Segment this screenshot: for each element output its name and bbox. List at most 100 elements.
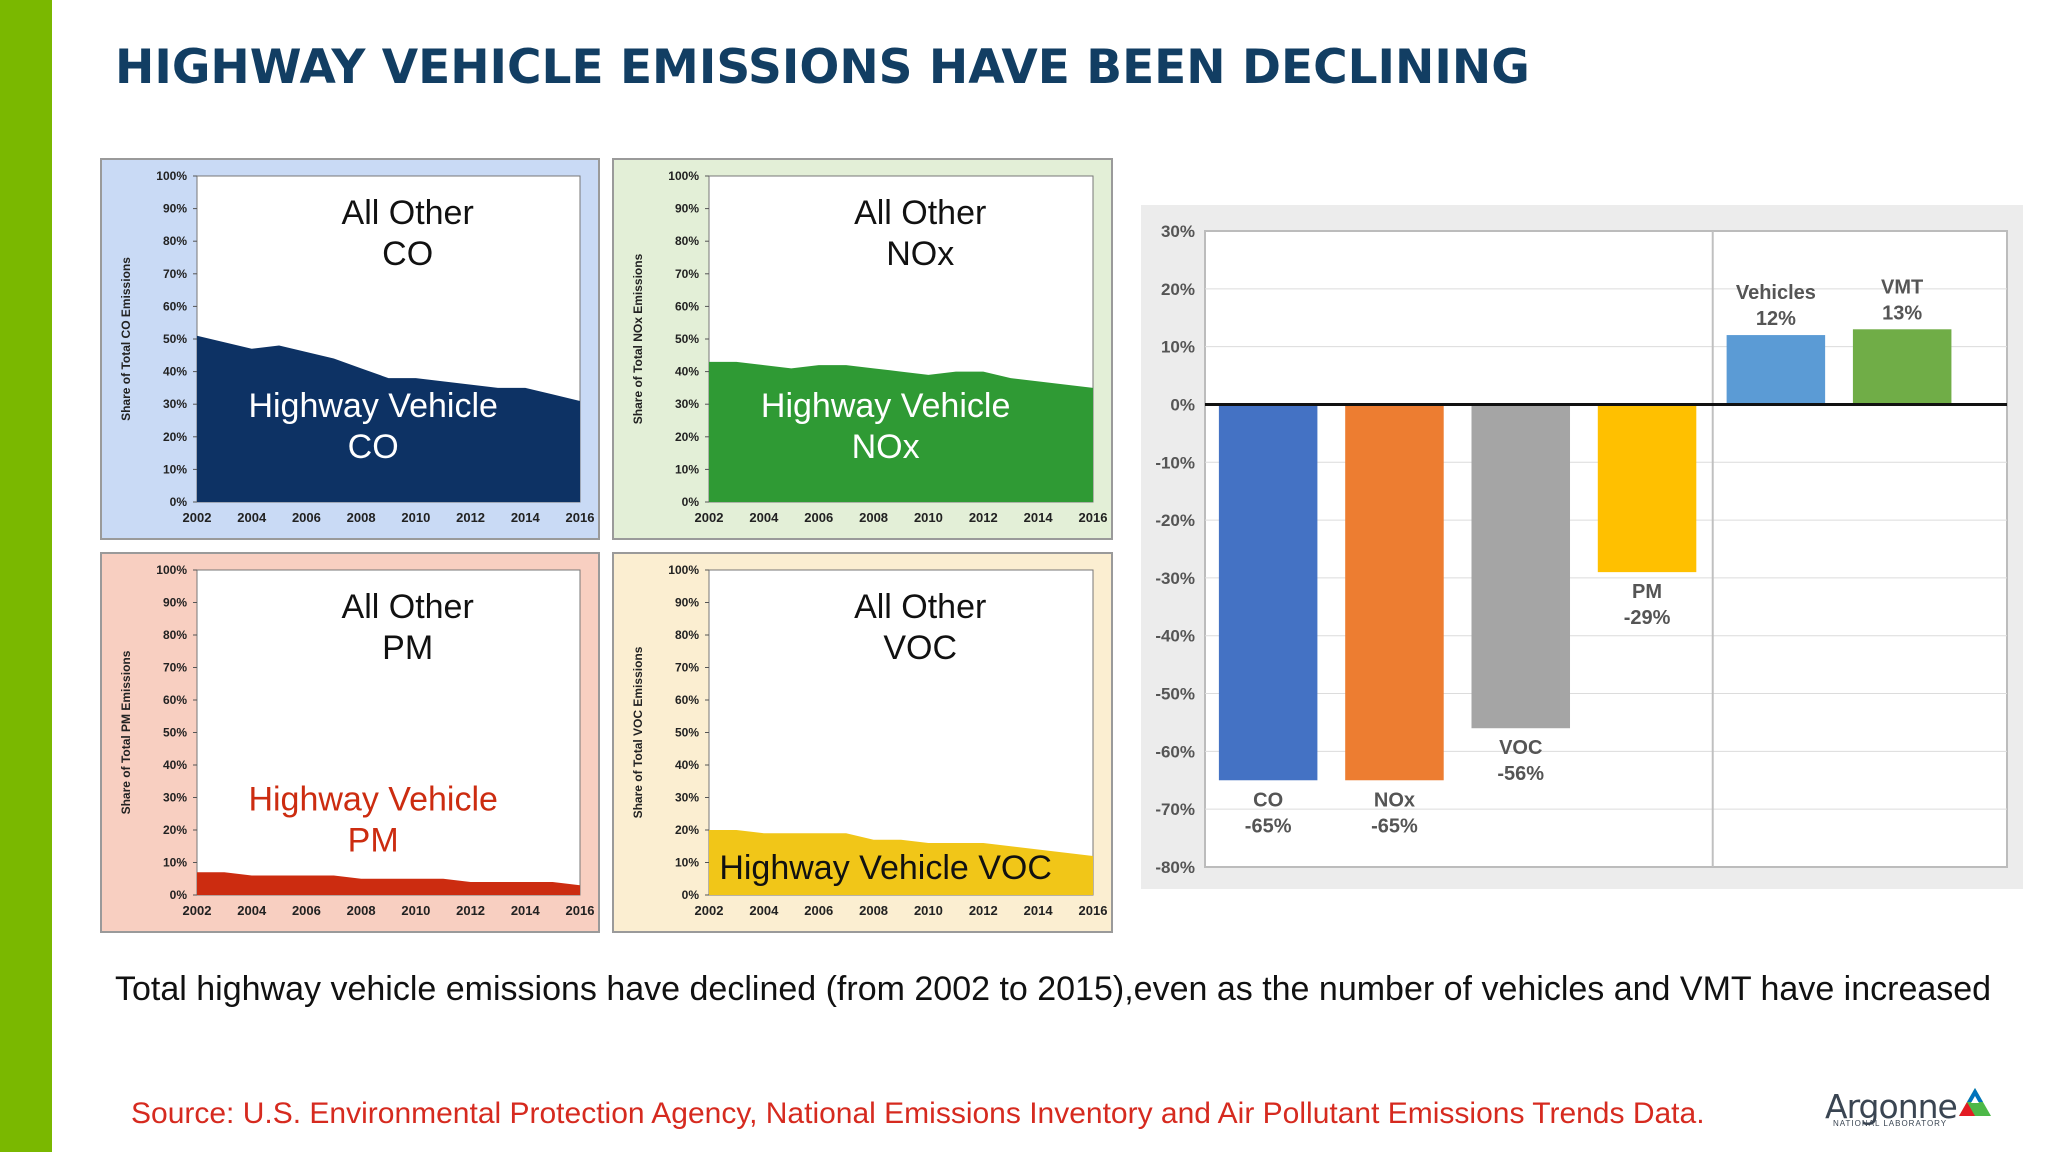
bar-co — [1218, 404, 1318, 781]
x-tick-label: 2002 — [695, 903, 724, 918]
y-tick-label: 20% — [163, 823, 187, 837]
bar-vehicles — [1726, 335, 1826, 405]
all-other-label: NOx — [886, 235, 954, 273]
x-tick-label: 2010 — [914, 510, 943, 525]
bar-value-label: -29% — [1624, 607, 1671, 629]
x-tick-label: 2014 — [511, 903, 541, 918]
y-axis-label: Share of Total PM Emissions — [119, 650, 133, 814]
x-tick-label: 2008 — [347, 510, 376, 525]
bar-category-label: NOx — [1374, 789, 1415, 811]
x-tick-label: 2014 — [1024, 903, 1054, 918]
y-tick-label: 90% — [675, 202, 699, 216]
x-tick-label: 2010 — [914, 903, 943, 918]
nox-share-panel: 0% 10% 20% 30% 40% 50% 60% 70% 80% 90% 100% 2002 200… — [612, 158, 1113, 540]
highway-vehicle-label: CO — [348, 428, 399, 466]
argonne-logo: Argonne NATIONAL LABORATORY — [1825, 1083, 1991, 1133]
y-tick-label: 10% — [675, 856, 699, 870]
y-tick-label: -80% — [1155, 858, 1195, 877]
y-tick-label: 10% — [163, 856, 187, 870]
all-other-label: All Other — [342, 588, 474, 626]
y-tick-label: 20% — [675, 823, 699, 837]
argonne-triangle-icon — [1959, 1088, 1991, 1116]
y-tick-label: 90% — [675, 596, 699, 610]
x-tick-label: 2006 — [292, 903, 321, 918]
y-tick-label: 70% — [163, 267, 187, 281]
highway-share-area — [709, 361, 1093, 502]
x-tick-label: 2012 — [456, 510, 485, 525]
y-tick-label: 0% — [682, 888, 700, 902]
x-tick-label: 2006 — [292, 510, 321, 525]
y-tick-label: 0% — [1170, 395, 1195, 414]
percent-change-chart: 30% 20% 10% 0% -10% -20% -30% -40% -50% -60% -70% -… — [1141, 205, 2023, 889]
bar-pm — [1597, 404, 1697, 573]
y-tick-label: 60% — [675, 693, 699, 707]
logo-subtitle: NATIONAL LABORATORY — [1833, 1119, 1948, 1128]
x-tick-label: 2010 — [401, 903, 430, 918]
accent-bar — [0, 0, 52, 1152]
bar-category-label: PM — [1632, 581, 1662, 603]
y-tick-label: 10% — [1161, 338, 1195, 357]
x-tick-label: 2002 — [695, 510, 724, 525]
y-tick-label: 50% — [163, 332, 187, 346]
x-tick-label: 2006 — [804, 510, 833, 525]
y-tick-label: 100% — [668, 169, 699, 183]
y-tick-label: 50% — [675, 726, 699, 740]
y-tick-label: 20% — [675, 430, 699, 444]
y-tick-label: -70% — [1155, 800, 1195, 819]
y-tick-label: 100% — [668, 563, 699, 577]
x-tick-label: 2008 — [859, 510, 888, 525]
y-tick-label: 20% — [163, 430, 187, 444]
y-tick-label: -50% — [1155, 685, 1195, 704]
area-chart-svg: 0% 10% 20% 30% 40% 50% 60% 70% 80% 90% 100% 2002 200… — [631, 169, 1107, 525]
source-text: Source: U.S. Environmental Protection Ag… — [131, 1097, 1705, 1130]
highway-vehicle-label: NOx — [852, 428, 920, 466]
y-tick-label: 80% — [163, 628, 187, 642]
bar-category-label: Vehicles — [1736, 282, 1816, 304]
bar-value-label: -56% — [1497, 763, 1544, 785]
y-tick-label: 100% — [156, 563, 187, 577]
y-axis-label: Share of Total CO Emissions — [119, 257, 133, 421]
bar-category-label: CO — [1253, 789, 1283, 811]
y-axis-label: Share of Total VOC Emissions — [631, 646, 645, 818]
y-tick-label: 10% — [675, 462, 699, 476]
bar-vmt — [1852, 329, 1952, 405]
all-other-label: VOC — [883, 629, 957, 667]
area-chart-svg: 0% 10% 20% 30% 40% 50% 60% 70% 80% 90% 100% 2002 200… — [119, 169, 594, 525]
highway-share-area — [709, 830, 1093, 895]
y-tick-label: 60% — [163, 693, 187, 707]
y-tick-label: 30% — [163, 397, 187, 411]
x-tick-label: 2016 — [1079, 903, 1108, 918]
highway-vehicle-label: Highway Vehicle VOC — [719, 849, 1052, 887]
x-tick-label: 2016 — [566, 903, 595, 918]
y-tick-label: 40% — [675, 365, 699, 379]
y-tick-label: -60% — [1155, 742, 1195, 761]
logo-word: Argonne — [1825, 1087, 1958, 1126]
bar-value-label: -65% — [1371, 815, 1418, 837]
y-tick-label: 0% — [170, 495, 188, 509]
y-tick-label: 50% — [675, 332, 699, 346]
bar-value-label: -65% — [1245, 815, 1292, 837]
x-tick-label: 2004 — [237, 510, 267, 525]
x-tick-label: 2014 — [511, 510, 541, 525]
x-tick-label: 2002 — [183, 510, 212, 525]
all-other-label: CO — [382, 235, 433, 273]
y-tick-label: 70% — [163, 661, 187, 675]
x-tick-label: 2012 — [969, 903, 998, 918]
x-tick-label: 2010 — [401, 510, 430, 525]
y-tick-label: 80% — [163, 234, 187, 248]
bar-chart-svg: 30% 20% 10% 0% -10% -20% -30% -40% -50% -60% -70% -… — [1155, 222, 2008, 877]
x-tick-label: 2004 — [749, 903, 779, 918]
x-tick-label: 2014 — [1024, 510, 1054, 525]
pm-share-panel: 0% 10% 20% 30% 40% 50% 60% 70% 80% 90% 100% 2002 200… — [100, 552, 600, 933]
voc-share-panel: 0% 10% 20% 30% 40% 50% 60% 70% 80% 90% 100% 2002 200… — [612, 552, 1113, 933]
x-tick-label: 2008 — [859, 903, 888, 918]
y-tick-label: 10% — [163, 462, 187, 476]
y-tick-label: 70% — [675, 661, 699, 675]
caption-text: Total highway vehicle emissions have dec… — [115, 970, 1992, 1008]
y-tick-label: 0% — [170, 888, 188, 902]
y-tick-label: 50% — [163, 726, 187, 740]
bar-value-label: 13% — [1882, 302, 1922, 324]
y-tick-label: 40% — [163, 758, 187, 772]
y-tick-label: 30% — [163, 791, 187, 805]
all-other-label: PM — [382, 629, 433, 667]
